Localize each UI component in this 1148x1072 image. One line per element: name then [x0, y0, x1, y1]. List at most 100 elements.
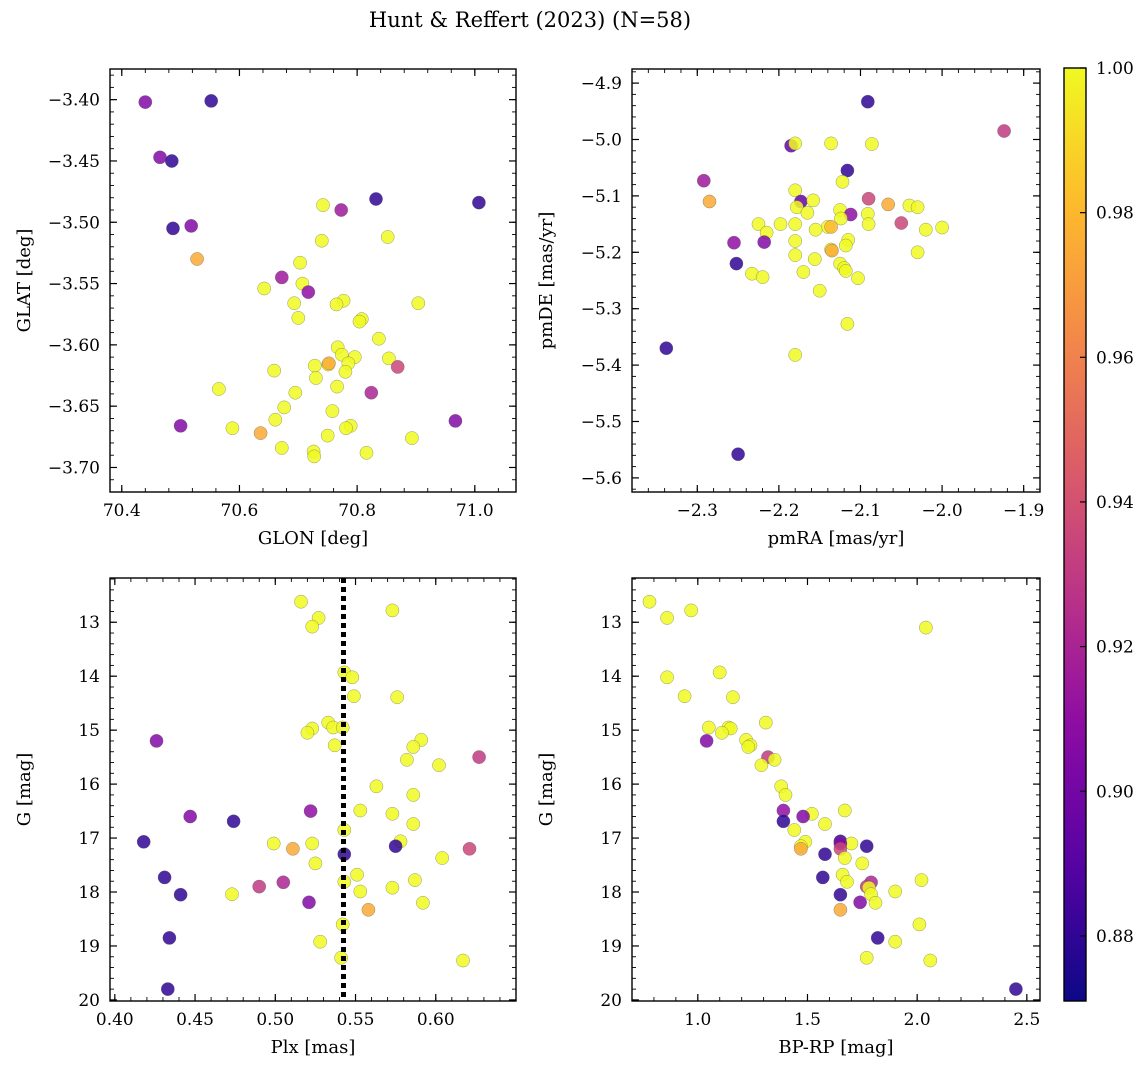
x-tick-label: 0.50: [256, 1010, 294, 1030]
y-tick-label: −4.9: [581, 74, 622, 94]
data-point: [910, 200, 925, 215]
data-point: [448, 414, 463, 428]
data-point: [388, 839, 403, 854]
data-point: [305, 619, 320, 634]
colorbar-tick-label: 0.94: [1096, 493, 1134, 513]
data-point: [788, 217, 803, 231]
data-point: [840, 317, 855, 331]
data-point: [914, 873, 929, 887]
axes-frame: [109, 577, 517, 1002]
y-tick-label: −3.60: [48, 336, 100, 356]
data-point: [838, 238, 853, 253]
x-tick-label: 70.6: [221, 501, 259, 521]
data-point: [758, 715, 773, 730]
data-point: [212, 382, 226, 396]
data-point: [888, 934, 903, 949]
data-point: [380, 230, 395, 244]
data-point: [308, 856, 323, 871]
x-tick-label: 2.0: [904, 1010, 931, 1030]
data-point: [287, 296, 302, 311]
data-point: [364, 385, 379, 400]
data-point: [456, 953, 470, 968]
data-point: [755, 270, 770, 284]
data-point: [369, 779, 384, 794]
x-axis-label: Plx [mas]: [271, 1037, 356, 1058]
data-point: [385, 806, 400, 821]
colorbar: 0.88 0.90 0.92 0.94 0.96 0.98 1.00: [1063, 59, 1134, 1002]
y-tick-label: −3.55: [48, 275, 100, 295]
data-point: [288, 385, 303, 400]
data-point: [266, 836, 281, 851]
data-point: [919, 620, 933, 635]
data-point: [788, 136, 803, 151]
colorbar-tick-label: 0.90: [1096, 782, 1134, 802]
y-tick-label: 19: [78, 937, 100, 957]
data-point: [888, 884, 903, 899]
y-tick-label: 18: [600, 883, 622, 903]
data-point: [778, 788, 793, 802]
data-point: [400, 752, 414, 767]
data-point: [788, 348, 803, 362]
data-point: [838, 264, 853, 278]
y-tick-label: −3.45: [48, 152, 100, 172]
data-point: [325, 404, 340, 418]
y-tick-label: 20: [600, 991, 622, 1011]
data-point: [910, 245, 925, 260]
data-point: [153, 150, 167, 165]
data-point: [385, 603, 400, 618]
data-point: [339, 421, 353, 436]
data-point: [345, 670, 360, 685]
data-point: [225, 887, 239, 902]
data-point: [353, 884, 368, 899]
data-point: [935, 220, 949, 235]
x-tick-label: 70.8: [338, 501, 376, 521]
data-point: [411, 296, 426, 311]
x-axis-label: BP-RP [mag]: [778, 1037, 893, 1058]
y-tick-label: −3.65: [48, 397, 100, 417]
data-point: [372, 331, 386, 346]
data-point: [757, 235, 772, 249]
data-point: [837, 851, 852, 865]
scatter-points: [138, 94, 486, 464]
colorbar-tick-label: 0.92: [1096, 638, 1134, 658]
data-point: [408, 873, 422, 887]
data-point: [314, 233, 329, 248]
data-point: [840, 874, 854, 889]
y-tick-label: −5.6: [581, 469, 622, 489]
colorbar-tick-label: 0.88: [1096, 927, 1134, 947]
data-point: [472, 195, 486, 210]
data-point: [302, 895, 316, 910]
y-tick-label: −3.70: [48, 458, 100, 478]
y-tick-label: −5.0: [581, 131, 622, 151]
data-point: [225, 421, 240, 436]
data-point: [715, 725, 729, 740]
y-tick-label: −5.2: [581, 243, 622, 263]
data-point: [183, 809, 198, 824]
data-point: [173, 418, 188, 433]
data-point: [726, 690, 740, 705]
y-tick-label: 15: [78, 721, 100, 741]
data-point: [806, 193, 821, 208]
data-point: [660, 670, 674, 685]
data-point: [659, 341, 674, 356]
data-point: [859, 839, 874, 854]
data-point: [334, 203, 349, 217]
data-point: [353, 803, 368, 818]
data-point: [696, 173, 711, 188]
y-tick-label: 16: [600, 775, 622, 795]
scatter-points: [642, 594, 1023, 996]
x-tick-label: 2.5: [1013, 1010, 1040, 1030]
data-point: [794, 841, 808, 856]
data-point: [327, 738, 342, 753]
x-tick-label: 0.60: [417, 1010, 455, 1030]
y-tick-label: 13: [600, 613, 622, 633]
data-point: [824, 136, 838, 151]
data-point: [164, 154, 179, 168]
data-point: [789, 200, 804, 215]
y-tick-label: 14: [78, 667, 100, 687]
data-point: [350, 867, 364, 882]
data-point: [776, 814, 791, 829]
x-axis-label: GLON [deg]: [258, 528, 368, 549]
data-point: [369, 192, 383, 206]
data-point: [825, 243, 839, 258]
